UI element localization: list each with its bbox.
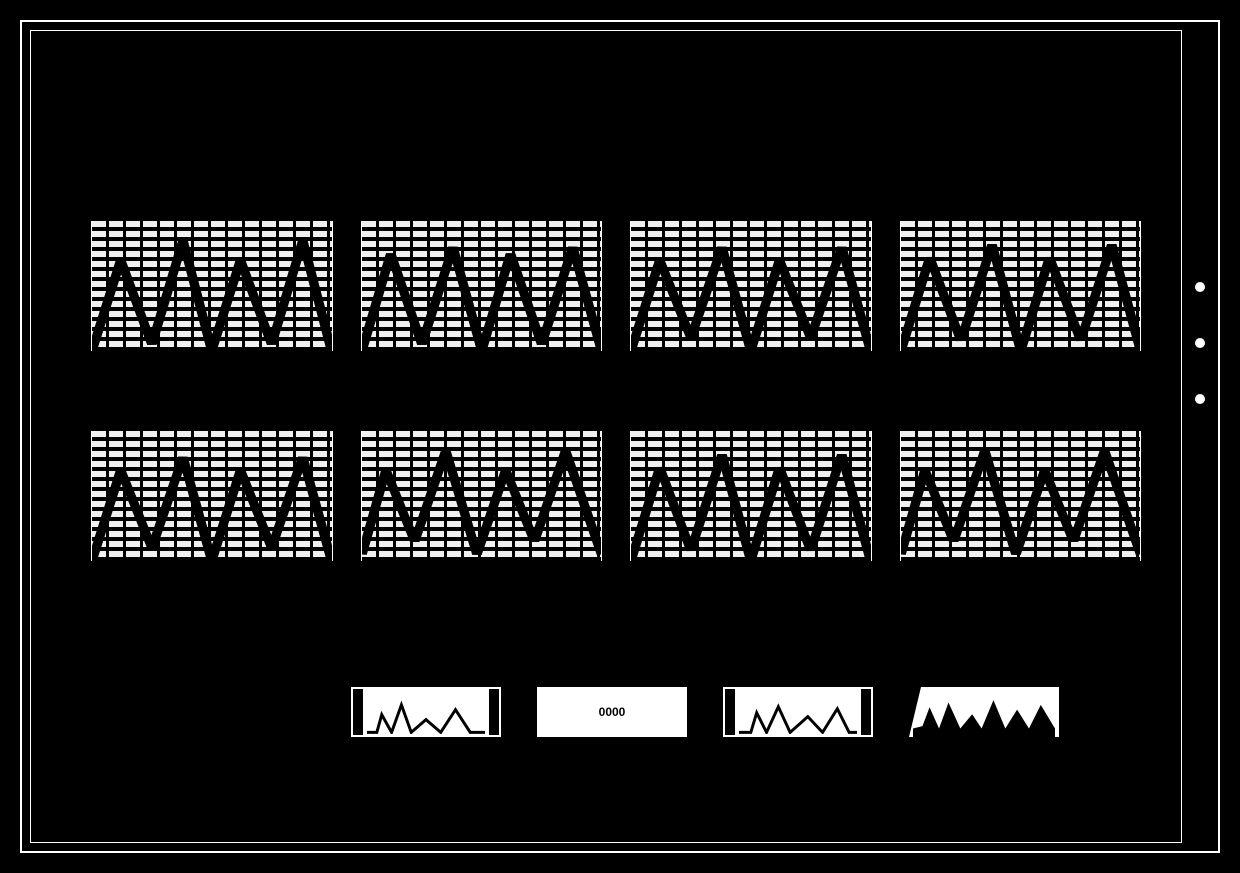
button-stripe — [489, 689, 499, 735]
bottom-button-3[interactable] — [723, 687, 873, 737]
thumbnail-icon — [367, 695, 485, 734]
indicator-dot[interactable] — [1195, 338, 1205, 348]
bottom-button-2[interactable]: 0000 — [537, 687, 687, 737]
waveform-trace — [362, 221, 602, 351]
waveform-trace — [92, 221, 332, 351]
waveform-panel-r2c1 — [91, 431, 333, 561]
button-stripe — [725, 689, 735, 735]
silhouette-icon — [913, 693, 1055, 740]
waveform-panel-r1c3 — [630, 221, 872, 351]
button-label-box: 0000 — [553, 695, 671, 729]
bottom-button-4[interactable] — [909, 687, 1059, 737]
waveform-trace — [901, 431, 1141, 561]
outer-frame: 0000 — [20, 20, 1220, 853]
waveform-trace — [631, 221, 871, 351]
waveform-panel-r2c3 — [630, 431, 872, 561]
waveform-row-2 — [91, 431, 1141, 581]
thumbnail-icon — [739, 695, 857, 734]
button-stripe — [861, 689, 871, 735]
button-stripe — [353, 689, 363, 735]
waveform-row-1 — [91, 221, 1141, 371]
waveform-trace — [92, 431, 332, 561]
side-indicator-column — [1190, 282, 1210, 404]
waveform-panel-r1c1 — [91, 221, 333, 351]
bottom-button-row: 0000 — [351, 682, 1141, 742]
waveform-panel-r2c2 — [361, 431, 603, 561]
waveform-panel-r2c4 — [900, 431, 1142, 561]
indicator-dot[interactable] — [1195, 394, 1205, 404]
inner-frame: 0000 — [30, 30, 1182, 843]
waveform-panel-r1c2 — [361, 221, 603, 351]
button-label: 0000 — [599, 705, 626, 719]
bottom-button-1[interactable] — [351, 687, 501, 737]
indicator-dot[interactable] — [1195, 282, 1205, 292]
waveform-trace — [362, 431, 602, 561]
waveform-trace — [631, 431, 871, 561]
waveform-panel-r1c4 — [900, 221, 1142, 351]
waveform-trace — [901, 221, 1141, 351]
